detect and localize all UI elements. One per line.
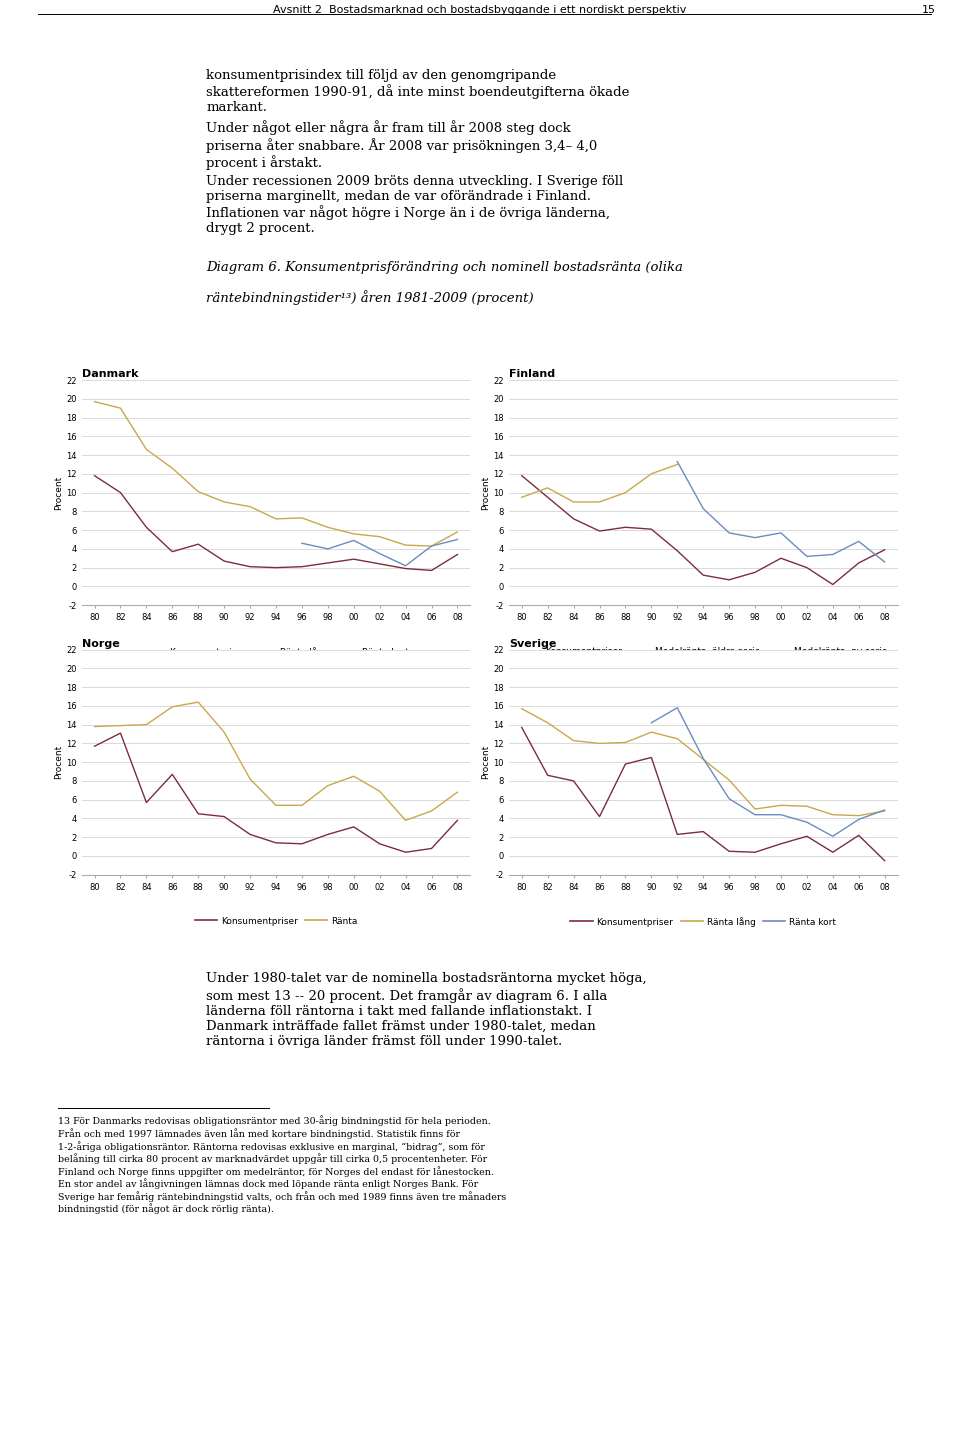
Text: räntebindningstider¹³) åren 1981-2009 (procent): räntebindningstider¹³) åren 1981-2009 (p… [206, 290, 534, 304]
Text: konsumentprisindex till följd av den genomgripande
skattereformen 1990-91, då in: konsumentprisindex till följd av den gen… [206, 69, 630, 115]
Text: Avsnitt 2  Bostadsmarknad och bostadsbyggande i ett nordiskt perspektiv: Avsnitt 2 Bostadsmarknad och bostadsbygg… [274, 6, 686, 14]
Legend: Konsumentpriser, Medelränta, äldre serie, Medelränta, ny serie: Konsumentpriser, Medelränta, äldre serie… [516, 644, 891, 660]
Y-axis label: Procent: Procent [55, 746, 63, 779]
Text: 15: 15 [922, 6, 936, 14]
Y-axis label: Procent: Procent [482, 746, 491, 779]
Text: Under recessionen 2009 bröts denna utveckling. I Sverige föll
priserna marginell: Under recessionen 2009 bröts denna utvec… [206, 175, 624, 235]
Legend: Konsumentpriser, Ränta lång, Ränta kort: Konsumentpriser, Ränta lång, Ränta kort [139, 644, 413, 661]
Text: Finland: Finland [509, 369, 555, 379]
Legend: Konsumentpriser, Ränta lång, Ränta kort: Konsumentpriser, Ränta lång, Ränta kort [566, 913, 840, 931]
Y-axis label: Procent: Procent [55, 476, 63, 509]
Text: Sverige: Sverige [509, 638, 556, 648]
Text: Norge: Norge [82, 638, 119, 648]
Legend: Konsumentpriser, Ränta: Konsumentpriser, Ränta [191, 913, 361, 929]
Y-axis label: Procent: Procent [482, 476, 491, 509]
Text: Under något eller några år fram till år 2008 steg dock
priserna åter snabbare. Å: Under något eller några år fram till år … [206, 120, 598, 169]
Text: Under 1980-talet var de nominella bostadsräntorna mycket höga,
som mest 13 -- 20: Under 1980-talet var de nominella bostad… [206, 972, 647, 1047]
Text: Diagram 6. Konsumentprisförändring och nominell bostadsränta (olika: Diagram 6. Konsumentprisförändring och n… [206, 261, 684, 274]
Text: 13 För Danmarks redovisas obligationsräntor med 30-årig bindningstid för hela pe: 13 För Danmarks redovisas obligationsrän… [58, 1116, 506, 1215]
Text: Danmark: Danmark [82, 369, 138, 379]
